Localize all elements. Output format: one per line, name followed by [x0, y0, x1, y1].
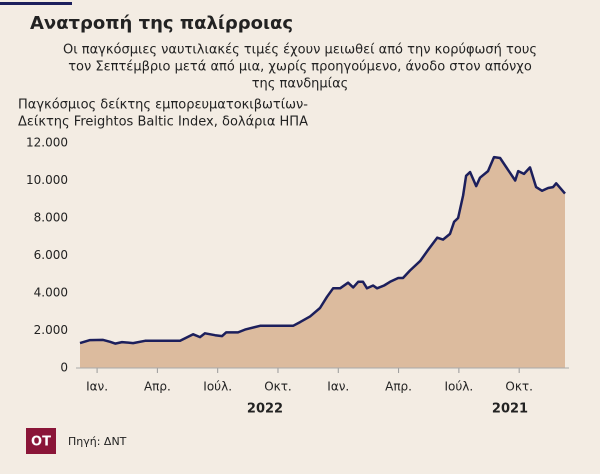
logo: OT	[31, 435, 51, 450]
year-label: 2021	[492, 402, 528, 417]
y-tick-label: 6.000	[34, 248, 68, 262]
chart-title: Ανατροπή της παλίρροιας	[30, 13, 293, 34]
x-tick-label: Οκτ.	[264, 380, 292, 394]
y-tick-label: 0	[60, 361, 68, 375]
x-tick-label: Ιαν.	[86, 380, 108, 394]
year-label: 2022	[247, 402, 283, 417]
y-tick-label: 4.000	[34, 286, 68, 300]
logo-box	[26, 428, 56, 454]
subtitle: Οι παγκόσμιες ναυτιλιακές τιμές έχουν με…	[63, 43, 537, 58]
area	[80, 157, 565, 368]
y-tick-label: 10.000	[26, 173, 68, 187]
axis-label: Δείκτης Freightos Baltic Index, δολάρια …	[18, 115, 308, 130]
x-tick-label: Ιαν.	[327, 380, 349, 394]
y-tick-label: 2.000	[34, 323, 68, 337]
subtitle: τον Σεπτέμβριο μετά από μια, χωρίς προηγ…	[68, 60, 532, 75]
x-tick-label: Οκτ.	[505, 380, 533, 394]
top-bar	[0, 2, 72, 5]
subtitle: της πανδημίας	[252, 77, 349, 92]
y-tick-label: 8.000	[34, 211, 68, 225]
x-tick-label: Απρ.	[144, 380, 171, 394]
source: Πηγή: ΔΝΤ	[68, 435, 127, 448]
y-tick-label: 12.000	[26, 136, 68, 150]
x-tick-label: Ιούλ.	[444, 380, 473, 394]
x-tick-label: Απρ.	[385, 380, 412, 394]
axis-label: Παγκόσμιος δείκτης εμπορευματοκιβωτίων-	[18, 98, 308, 113]
x-tick-label: Ιούλ.	[203, 380, 232, 394]
line	[79, 155, 566, 345]
